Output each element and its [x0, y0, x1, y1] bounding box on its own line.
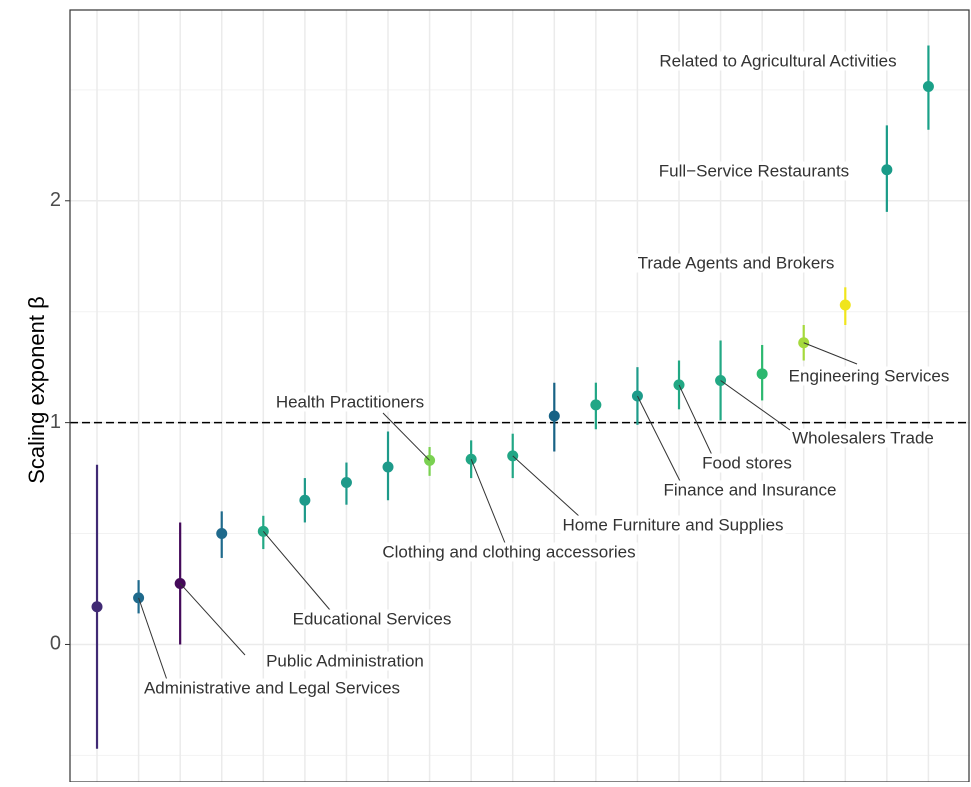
annotation: Engineering Services [789, 366, 950, 385]
label-bg [141, 678, 403, 698]
annotation: Home Furniture and Supplies [562, 515, 783, 534]
annotation: Clothing and clothing accessories [382, 542, 635, 561]
label-bg [657, 51, 899, 71]
annotation: Full−Service Restaurants [659, 161, 849, 180]
label-bg [380, 542, 638, 562]
annotation: Administrative and Legal Services [144, 678, 400, 697]
leader-line [512, 455, 581, 518]
annotation: Related to Agricultural Activities [659, 51, 896, 70]
point [299, 494, 311, 506]
annotation: Educational Services [293, 609, 452, 628]
point [881, 164, 893, 176]
label-bg [700, 453, 794, 473]
label-bg [786, 366, 952, 386]
label-bg [560, 515, 786, 535]
point [91, 601, 103, 613]
point [839, 299, 851, 311]
leader-line [470, 459, 506, 544]
annotation: Finance and Insurance [664, 480, 837, 499]
label-bg [290, 609, 454, 629]
leader-line [720, 380, 791, 431]
leader-line [138, 597, 168, 681]
label-bg [264, 651, 426, 671]
panel-border [69, 9, 970, 783]
annotation: Health Practitioners [276, 392, 424, 411]
annotation: Food stores [702, 453, 792, 472]
annotation: Public Administration [266, 651, 424, 670]
label-bg [635, 253, 837, 273]
point [382, 461, 394, 473]
y-tick-label: 1 [50, 411, 61, 433]
annotation: Wholesalers Trade [792, 428, 934, 447]
label-bg [661, 480, 839, 500]
point [216, 528, 228, 540]
label-bg [790, 428, 936, 448]
leader-line [179, 583, 246, 656]
leader-line [262, 530, 331, 611]
point [340, 477, 352, 489]
point [590, 399, 602, 411]
y-axis-label: Scaling exponent β [24, 296, 49, 484]
point [756, 368, 768, 380]
leader-line [678, 384, 713, 456]
leader-line [803, 342, 858, 365]
point [922, 81, 934, 93]
y-tick-label: 0 [50, 633, 61, 655]
annotation: Trade Agents and Brokers [638, 253, 835, 272]
label-bg [656, 161, 852, 181]
y-tick-label: 2 [50, 189, 61, 211]
label-bg [273, 392, 427, 412]
point [548, 410, 560, 422]
leader-line [382, 412, 430, 461]
leader-line [636, 395, 681, 482]
